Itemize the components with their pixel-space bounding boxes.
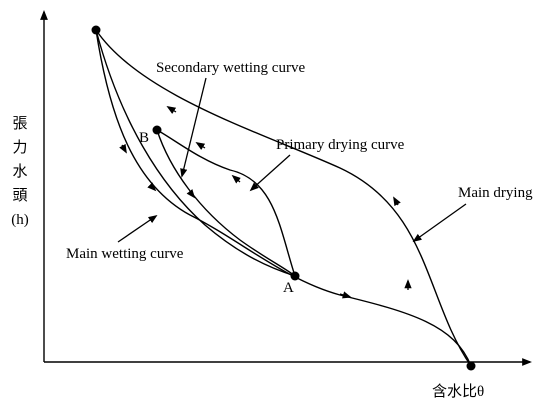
main-wetting-curve — [95, 29, 472, 367]
leader-arrow — [412, 203, 467, 243]
secondary-wetting-curve — [95, 29, 296, 277]
y-label-char: 水 — [12, 163, 27, 180]
curve-label: Main wetting curve — [66, 246, 184, 262]
y-label-char: 力 — [12, 139, 27, 156]
curves — [95, 29, 472, 367]
flow-arrow — [147, 182, 157, 192]
point-label: B — [139, 130, 149, 146]
point — [152, 125, 162, 135]
axes — [40, 10, 532, 366]
flow-arrow — [166, 106, 177, 114]
y-axis-label: 張 力 水 頭 (h) — [11, 116, 29, 228]
flow-arrow — [231, 174, 241, 184]
point-label: A — [283, 280, 294, 296]
flow-arrow — [339, 291, 352, 299]
curve-label: Main drying — [458, 185, 533, 201]
y-label-char: 張 — [12, 116, 27, 132]
leader-arrow — [180, 77, 207, 178]
flow-arrow — [186, 189, 196, 199]
scanning-wetting-curve — [156, 129, 296, 277]
x-axis-label: 含水比θ — [432, 383, 484, 400]
y-label-char: (h) — [11, 212, 29, 228]
curve-label: Secondary wetting curve — [156, 60, 305, 76]
main-drying-curve — [95, 29, 472, 367]
y-label-char: 頭 — [12, 188, 27, 204]
flow-arrow — [195, 142, 206, 150]
annotations: Secondary wetting curve Primary drying c… — [66, 60, 533, 262]
point — [91, 25, 101, 35]
point — [466, 361, 476, 371]
leader-arrow — [117, 214, 158, 243]
leader-arrow — [249, 154, 291, 192]
point — [290, 271, 300, 281]
flow-arrow — [393, 196, 401, 207]
flow-arrow — [119, 143, 127, 154]
points: B A — [91, 25, 476, 371]
primary-drying-curve — [156, 129, 296, 277]
curve-label: Primary drying curve — [276, 137, 405, 153]
